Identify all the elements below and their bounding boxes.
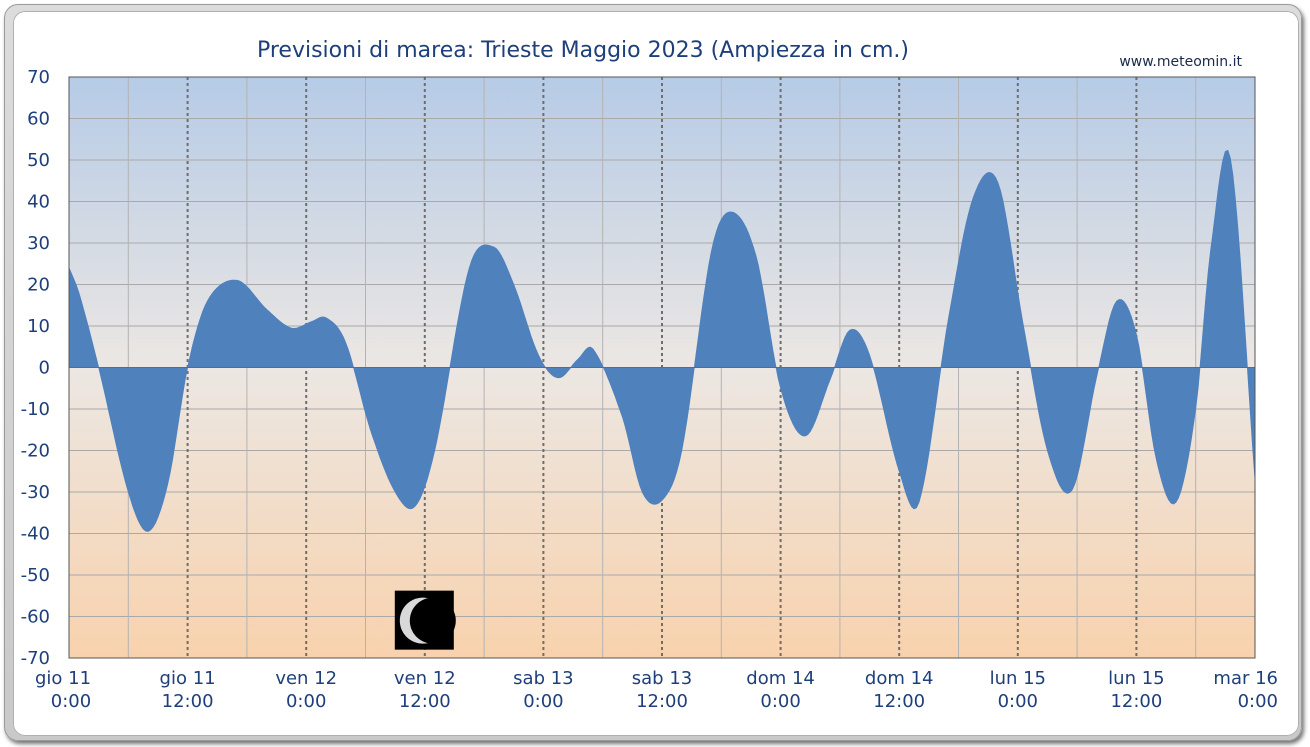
x-tick-time-label: 12:00 [399,691,451,712]
y-tick-label: 50 [27,150,50,171]
x-tick-day-label: mar 16 [1213,668,1278,689]
x-tick-day-label: sab 13 [632,668,692,689]
x-tick-time-label: 12:00 [873,691,925,712]
tide-series-area [68,149,1256,532]
y-tick-label: -40 [21,524,50,545]
y-tick-label: 20 [27,275,50,296]
y-tick-label: -30 [21,482,50,503]
moon-phase-icon [394,590,456,650]
moon-shadow [409,597,456,644]
x-tick-time-label: 0:00 [998,691,1038,712]
x-tick-day-label: gio 11 [35,668,91,689]
x-tick-day-label: ven 12 [394,668,456,689]
y-tick-label: 60 [27,109,50,130]
x-tick-day-label: ven 12 [275,668,337,689]
x-tick-time-label: 0:00 [760,691,800,712]
y-tick-label: -10 [21,399,50,420]
x-tick-day-label: dom 14 [865,668,934,689]
y-tick-label: 30 [27,233,50,254]
x-tick-day-label: lun 15 [1108,668,1164,689]
x-tick-time-label: 12:00 [636,691,688,712]
x-tick-time-label: 0:00 [1238,691,1278,712]
plot-border [68,76,1256,659]
x-tick-time-label: 0:00 [51,691,91,712]
x-tick-time-label: 0:00 [286,691,326,712]
y-tick-label: -70 [21,648,50,669]
y-tick-label: -50 [21,565,50,586]
y-tick-label: 70 [27,67,50,88]
source-label: www.meteomin.it [1119,54,1242,70]
y-tick-label: -60 [21,607,50,628]
x-tick-day-label: sab 13 [513,668,573,689]
y-tick-label: 40 [27,192,50,213]
x-tick-time-label: 12:00 [162,691,214,712]
x-tick-day-label: lun 15 [990,668,1046,689]
x-tick-time-label: 12:00 [1110,691,1162,712]
chart-title: Previsioni di marea: Trieste Maggio 2023… [257,38,909,63]
x-tick-day-label: dom 14 [746,668,815,689]
x-tick-time-label: 0:00 [523,691,563,712]
x-tick-day-label: gio 11 [160,668,216,689]
y-tick-label: 10 [27,316,50,337]
y-tick-label: -20 [21,441,50,462]
y-tick-label: 0 [39,358,50,379]
